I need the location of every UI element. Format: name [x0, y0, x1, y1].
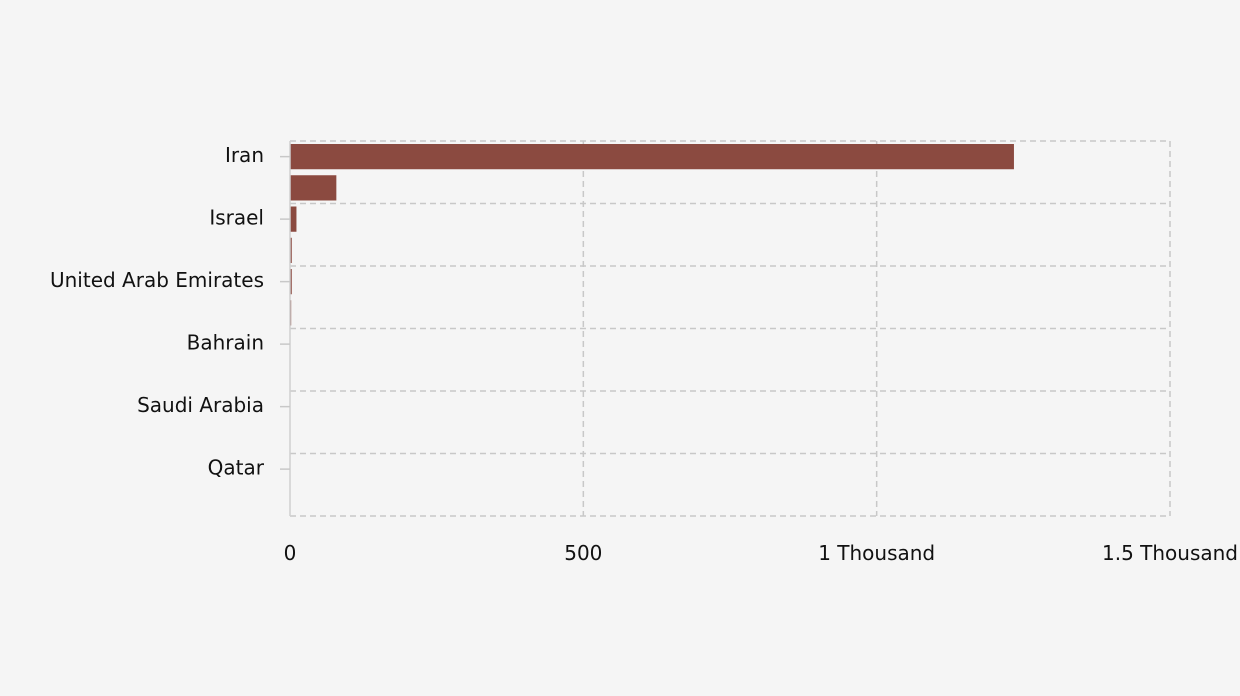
x-tick-label: 1.5 Thousand: [1102, 541, 1238, 565]
y-tick-label: Iran: [225, 143, 264, 167]
bar[interactable]: [290, 144, 1014, 170]
y-tick-label: Saudi Arabia: [137, 393, 264, 417]
y-tick-label: Qatar: [208, 456, 265, 480]
y-tick-label: United Arab Emirates: [50, 268, 264, 292]
x-tick-label: 0: [284, 541, 297, 565]
bar[interactable]: [290, 269, 292, 295]
bar[interactable]: [290, 206, 297, 232]
x-tick-label: 1 Thousand: [818, 541, 935, 565]
x-tick-label: 500: [564, 541, 602, 565]
bar[interactable]: [290, 237, 292, 263]
grid-layer: [290, 140, 1171, 517]
y-tick-label: Israel: [209, 206, 264, 230]
y-tick-label: Bahrain: [187, 331, 264, 355]
bar[interactable]: [290, 175, 337, 201]
axis-layer: Iran Israel United Arab Emirates Bahrain Sau…: [50, 141, 1238, 565]
bars-layer: [290, 144, 1014, 326]
